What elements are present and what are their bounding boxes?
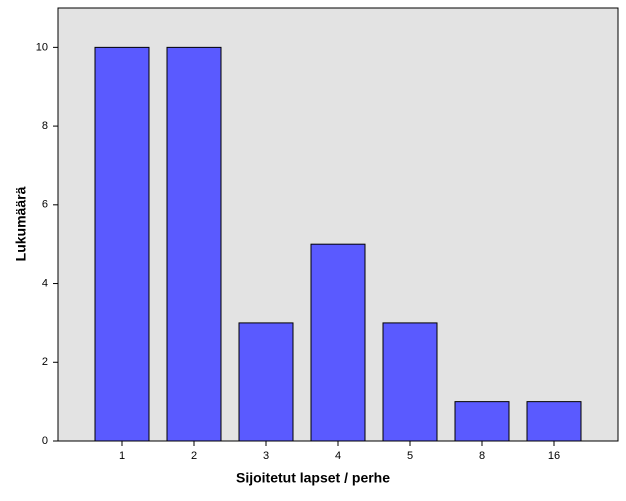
bar (166, 46, 222, 442)
bar (310, 243, 366, 442)
bar (454, 401, 510, 442)
y-tick-label: 8 (42, 120, 48, 132)
y-axis-title: Lukumäärä (13, 186, 29, 261)
y-tick-label: 6 (42, 199, 48, 211)
x-tick-label: 1 (119, 450, 125, 462)
x-tick-label: 5 (407, 450, 413, 462)
bar (94, 46, 150, 442)
x-tick-label: 3 (263, 450, 269, 462)
bar (382, 322, 438, 442)
x-tick-label: 4 (335, 450, 341, 462)
y-tick-label: 2 (42, 356, 48, 368)
y-tick-label: 4 (42, 277, 48, 289)
y-tick-label: 0 (42, 435, 48, 447)
bar (526, 401, 582, 442)
bar (238, 322, 294, 442)
y-tick-label: 10 (36, 41, 48, 53)
x-tick-label: 16 (548, 450, 560, 462)
x-axis-title: Sijoitetut lapset / perhe (236, 470, 390, 486)
x-tick-label: 8 (479, 450, 485, 462)
x-tick-label: 2 (191, 450, 197, 462)
